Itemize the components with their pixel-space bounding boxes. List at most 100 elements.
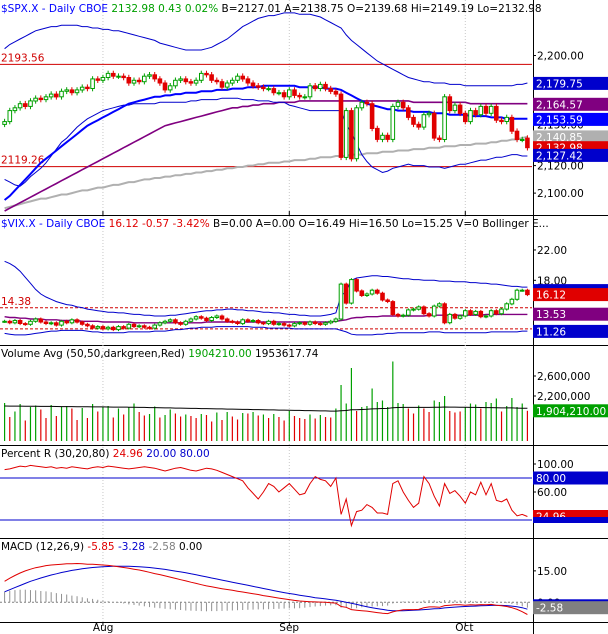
vix-bar-body	[359, 290, 365, 296]
x-tick-label-2: Oct	[455, 622, 473, 634]
spx-candle-body	[111, 72, 116, 77]
vix-header-part-0: $VIX.X - Daily CBOE	[1, 218, 109, 230]
spx-candle-body	[105, 72, 111, 79]
spx-candle-body	[411, 116, 416, 125]
vix-bar-body	[266, 320, 271, 325]
spx-ytick-0: 2,200.00	[537, 51, 584, 63]
spx-candle-body	[85, 86, 90, 90]
spx-candle-body	[69, 89, 75, 94]
spx-candle-body	[297, 94, 302, 98]
spx-candle-body	[199, 72, 204, 81]
vix-bar-body	[271, 320, 277, 325]
spx-candle-body	[214, 79, 220, 83]
spx-candle-body	[457, 104, 463, 114]
vix-bar-body	[54, 322, 59, 326]
spx-candle-body	[525, 137, 530, 149]
vix-bar-body	[323, 322, 328, 325]
vix-bar-body	[240, 319, 245, 325]
vix-bar-body	[131, 323, 137, 328]
pctr-tag-0-text: 80.00	[536, 473, 566, 485]
vix-bar-body	[509, 298, 515, 305]
vix-bar-body	[7, 320, 13, 324]
vix-bar-body	[12, 320, 18, 324]
vix-bar-body	[43, 321, 49, 324]
vix-bar-body	[338, 283, 344, 320]
vix-bar-body	[74, 319, 80, 323]
vix-bar-body	[79, 321, 85, 325]
vix-bar-body	[261, 322, 266, 325]
spx-header-part-2: B=2127.01 A=2138.75 O=2139.68 Hi=2149.19…	[222, 3, 542, 15]
vix-bar-body	[442, 303, 447, 324]
spx-candle-body	[504, 116, 509, 123]
vix-bar-body	[147, 326, 152, 329]
vix-bar-body	[173, 319, 178, 324]
spx-candle-body	[7, 110, 13, 123]
spx-candle-body	[478, 105, 484, 116]
spx-candle-body	[452, 104, 458, 112]
vix-bar-body	[416, 306, 421, 310]
vix-bar-body	[276, 323, 282, 326]
spx-candle-body	[343, 110, 349, 158]
vix-lower-band	[4, 326, 528, 336]
spx-candle-body	[437, 137, 442, 141]
spx-tag-1-text: 2,164.57	[536, 99, 583, 111]
vix-bar-body	[152, 324, 157, 329]
vix-bar-body	[411, 308, 416, 311]
vix-bar-body	[499, 308, 504, 315]
spx-candle-body	[509, 116, 515, 132]
spx-candle-body	[2, 121, 7, 125]
pctr-header-part-3: 80.00	[180, 448, 210, 460]
spx-tag-3: 2,140.85	[533, 130, 608, 144]
spx-tag-0: 2,179.75	[533, 76, 608, 90]
vix-bar-body	[219, 315, 225, 320]
spx-candle-body	[318, 83, 323, 90]
spx-candle-body	[494, 105, 499, 121]
vix-bar-body	[214, 315, 220, 318]
spx-candle-body	[142, 75, 147, 83]
vix-bar-body	[318, 323, 323, 326]
spx-candle-body	[167, 85, 173, 91]
vix-bar-body	[473, 310, 478, 315]
macd-header: MACD (12,26,9) -5.85 -3.28 -2.58 0.00	[1, 541, 202, 553]
spx-ytick-2: 2,120.00	[537, 161, 584, 173]
spx-candle-body	[188, 81, 194, 84]
spx-tag-3-text: 2,140.85	[536, 132, 583, 144]
spx-candle-body	[250, 82, 256, 87]
vix-bar-body	[395, 313, 401, 317]
vix-bar-body	[514, 289, 520, 300]
vix-bar-body	[519, 289, 525, 292]
vix-bar-body	[333, 318, 339, 322]
vix-bar-body	[281, 323, 287, 326]
spx-candle-body	[468, 110, 473, 123]
vix-bar-body	[437, 303, 442, 307]
spx-candle-body	[364, 101, 370, 105]
vix-tag-1-bg	[533, 288, 608, 302]
volume-ytick-1: 2,200,000	[537, 391, 590, 403]
vix-bar-body	[69, 319, 75, 324]
vix-bar-body	[126, 323, 132, 329]
volume-tag-0: 1,904,210.00	[533, 404, 608, 418]
spx-candle-body	[333, 90, 339, 95]
vix-header-part-1: 16.12 -0.57 -3.42%	[109, 218, 213, 230]
spx-candle-body	[406, 107, 411, 118]
vix-bar-body	[250, 320, 256, 322]
volume-header-part-1: 1904210.00	[188, 348, 255, 360]
vix-bar-body	[121, 326, 126, 329]
spx-tag-3-bg	[533, 130, 608, 144]
macd-tag-1: -2.58	[533, 601, 608, 615]
pctr-ytick-1: 60.00	[537, 487, 567, 499]
spx-candle-body	[442, 96, 447, 141]
spx-upper-band	[4, 12, 528, 87]
vix-bar-body	[193, 316, 199, 320]
spx-header: $SPX.X - Daily CBOE 2132.98 0.43 0.02% B…	[1, 3, 542, 15]
vix-bar-body	[483, 315, 489, 318]
spx-candle-body	[121, 75, 126, 79]
pctr-header-part-0: Percent R (30,20,80)	[1, 448, 113, 460]
spx-candle-body	[380, 134, 385, 140]
spx-ma-purple	[4, 100, 528, 212]
vix-bar-body	[287, 324, 292, 327]
vix-bar-body	[297, 322, 302, 325]
vix-bar-body	[447, 313, 453, 324]
vix-bar-body	[188, 318, 194, 322]
